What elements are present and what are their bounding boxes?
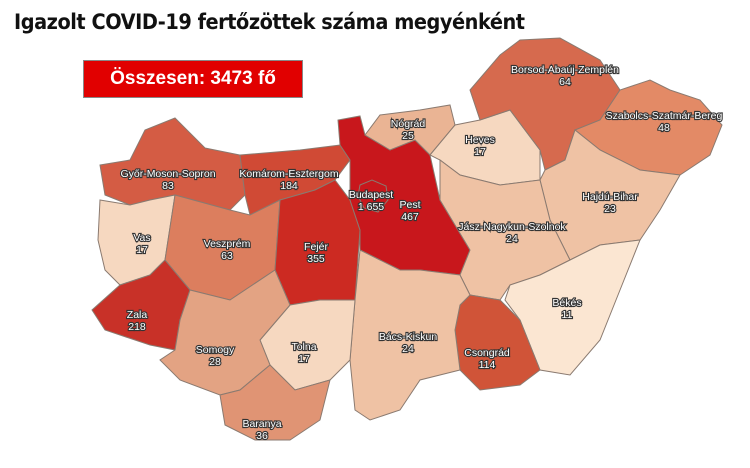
county-name: Vas	[133, 232, 150, 244]
county-name: Hajdú-Bihar	[582, 191, 638, 203]
county-case-count: 17	[136, 244, 148, 256]
county-name: Győr-Moson-Sopron	[120, 168, 215, 180]
county-name: Bács-Kiskun	[379, 331, 438, 343]
county-bekes	[504, 239, 641, 376]
county-name: Budapest	[349, 189, 393, 201]
county-case-count: 355	[307, 253, 325, 265]
county-case-count: 48	[658, 122, 670, 134]
county-name: Zala	[127, 309, 148, 321]
county-name: Békés	[552, 297, 581, 309]
county-name: Tolna	[291, 341, 316, 353]
county-budapest	[357, 179, 389, 213]
county-name: Szabolcs-Szatmár-Bereg	[606, 110, 723, 122]
county-name: Pest	[399, 199, 420, 211]
county-case-count: 17	[298, 353, 310, 365]
county-name: Somogy	[196, 344, 235, 356]
county-case-count: 1 655	[358, 201, 384, 213]
county-case-count: 467	[401, 211, 419, 223]
county-case-count: 28	[209, 356, 221, 368]
county-case-count: 63	[221, 250, 233, 262]
county-case-count: 24	[402, 343, 414, 355]
county-bacs	[349, 249, 471, 421]
county-name: Veszprém	[204, 238, 251, 250]
county-name: Fejér	[304, 241, 328, 253]
county-name: Heves	[465, 134, 495, 146]
county-case-count: 25	[402, 130, 414, 142]
county-name: Nógrád	[391, 118, 426, 130]
county-case-count: 218	[128, 321, 146, 333]
county-case-count: 17	[474, 146, 486, 158]
county-case-count: 24	[506, 233, 518, 245]
county-case-count: 64	[559, 76, 571, 88]
county-case-count: 11	[562, 309, 573, 321]
county-case-count: 83	[162, 180, 174, 192]
county-name: Baranya	[242, 418, 281, 430]
county-case-count: 184	[280, 180, 298, 192]
county-case-count: 114	[479, 359, 496, 371]
county-case-count: 36	[256, 430, 268, 442]
county-name: Csongrád	[464, 347, 510, 359]
county-name: Borsod-Abaúj-Zemplén	[511, 64, 619, 76]
total-cases-badge: Összesen: 3473 fő	[83, 60, 303, 98]
map-title: Igazolt COVID-19 fertőzöttek száma megyé…	[14, 10, 525, 34]
county-case-count: 23	[604, 203, 616, 215]
county-baranya	[219, 364, 331, 441]
county-name: Jász-Nagykun-Szolnok	[458, 221, 566, 233]
county-name: Komárom-Esztergom	[239, 168, 338, 180]
